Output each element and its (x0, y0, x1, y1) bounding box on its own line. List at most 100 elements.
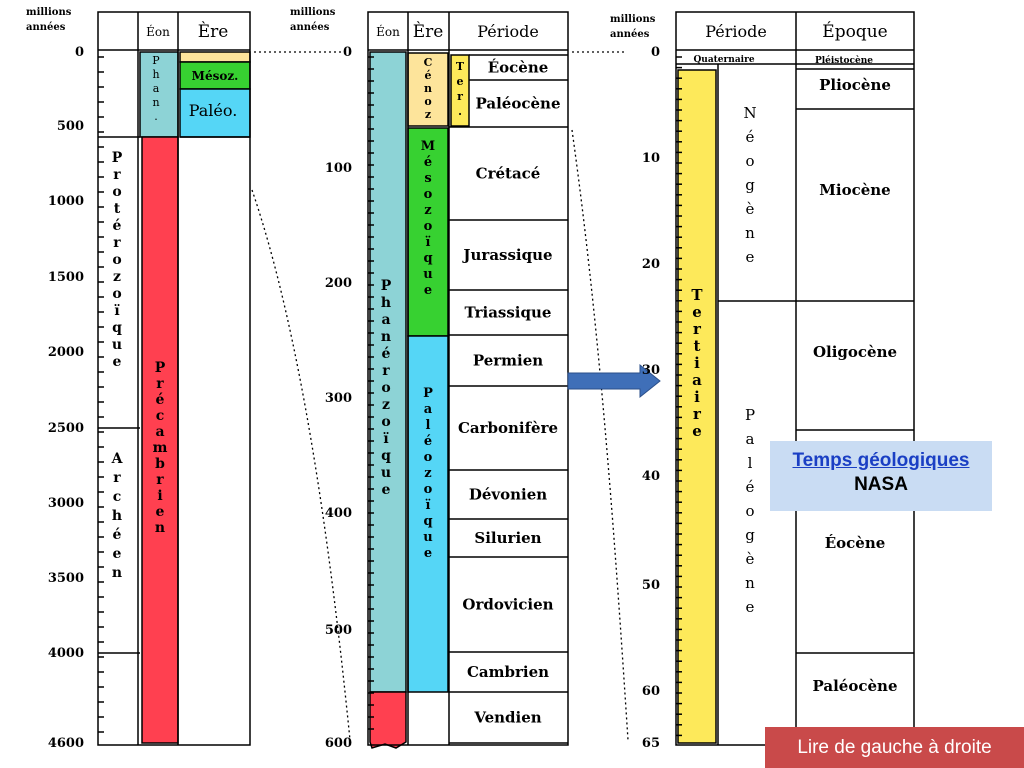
epoch-label: Miocène (819, 181, 890, 199)
dotted-connectors (251, 51, 629, 741)
vertical-letter: e (746, 598, 755, 616)
vertical-letter: n (112, 565, 122, 581)
tick-label: 30 (642, 363, 660, 378)
period-label: Silurien (474, 529, 541, 547)
vertical-letter: T (691, 286, 703, 304)
vertical-letter: n (381, 329, 391, 345)
tick-label: 300 (325, 391, 352, 406)
vertical-letter: r (693, 320, 702, 338)
period-label: Dévonien (469, 486, 547, 504)
era-paleozoique-block (407, 335, 449, 693)
panel-3-header-epoch: Époque (822, 21, 887, 42)
panel-2-minor-ticks (368, 56, 374, 730)
panel-2 (367, 11, 569, 749)
epoch-label: Éocène (825, 534, 886, 552)
axis-title-3a: millions (610, 14, 656, 25)
tick-label: 60 (642, 684, 660, 699)
eon-phanerozoique-block (369, 51, 407, 693)
tertiary-block (677, 69, 717, 744)
vertical-letter: a (381, 312, 390, 328)
vertical-letter: u (112, 337, 122, 353)
vertical-letter: h (152, 68, 159, 81)
tick-label: 600 (325, 736, 352, 751)
vertical-letter: e (457, 75, 464, 88)
vertical-letter: è (746, 200, 755, 218)
vertical-letter: é (746, 128, 755, 146)
vertical-letter: n (745, 574, 755, 592)
vertical-letter: a (692, 371, 702, 389)
vertical-letter: e (424, 546, 432, 561)
vertical-letter: r (693, 405, 702, 423)
period-boundaries (449, 54, 568, 744)
vertical-letter: o (745, 502, 754, 520)
vertical-letter: l (426, 418, 431, 433)
vertical-letter: o (112, 286, 121, 302)
panel-2-header-era: Ère (413, 21, 444, 42)
vertical-letter: u (381, 465, 391, 481)
panel-1 (97, 11, 251, 746)
period-label: Cambrien (467, 663, 549, 681)
tick-label: 10 (642, 151, 660, 166)
vertical-letter: C (424, 56, 433, 69)
vertical-letter: g (745, 526, 755, 544)
vertical-letter: g (745, 176, 755, 194)
credit-source: NASA (854, 474, 908, 495)
vertical-letter: n (155, 520, 165, 536)
tick-label: 3000 (48, 496, 84, 511)
vertical-letter: z (424, 203, 431, 218)
vertical-letter: l (748, 454, 753, 472)
vertical-letter: u (423, 267, 432, 282)
period-label: Permien (473, 352, 543, 370)
period-label: Jurassique (461, 246, 552, 264)
vertical-letter: n (424, 82, 432, 95)
panel-1-minor-ticks (98, 56, 104, 733)
vertical-letter: N (743, 104, 756, 122)
vertical-letter: e (382, 482, 391, 498)
vertical-letter: ï (114, 303, 120, 319)
precambrian-stub (369, 691, 407, 749)
vertical-letter: o (112, 184, 121, 200)
vertical-letter: o (424, 219, 433, 234)
epoch-labels: Pliocène Miocène Oligocène Éocène Paléocène (813, 76, 898, 695)
vertical-letter: z (425, 108, 431, 121)
era-ter-block (450, 54, 470, 127)
vertical-letter: é (424, 434, 432, 449)
tick-label: 3500 (48, 571, 84, 586)
vertical-letter: . (458, 105, 462, 118)
panel-1-header-eon: Éon (146, 24, 170, 39)
vertical-letter: o (381, 414, 390, 430)
period-label: Triassique (465, 304, 552, 322)
tick-label: 50 (642, 578, 660, 593)
tick-label: 65 (642, 736, 660, 751)
axis-title-2b: années (290, 22, 330, 33)
tick-label: 1000 (48, 194, 84, 209)
period-labels: Éocène Paléocène Crétacé Jurassique Triassiq… (458, 59, 561, 727)
tick-label: 2500 (48, 421, 84, 436)
vertical-letter: a (153, 82, 160, 95)
period-label: Paléocène (476, 95, 561, 113)
tick-label: 1500 (48, 270, 84, 285)
vertical-letter: M (421, 139, 435, 154)
vertical-letter: o (381, 380, 390, 396)
vertical-letter: i (694, 354, 700, 372)
vertical-letter: z (113, 269, 121, 285)
tick-label: 20 (642, 257, 660, 272)
vertical-letter: é (382, 346, 391, 362)
vertical-letter: a (746, 430, 755, 448)
epoch-label: Pliocène (819, 76, 891, 94)
vertical-letter: t (694, 337, 701, 355)
temps-geologiques-link[interactable]: Temps géologiques (792, 450, 970, 471)
axis-title-2a: millions (290, 7, 336, 18)
vertical-letter: P (381, 278, 392, 294)
vertical-letter: o (112, 252, 121, 268)
vertical-letter: z (424, 466, 431, 481)
tick-label: 200 (325, 276, 352, 291)
panel-2-tick-labels: 0 100 200 300 400 500 600 (325, 45, 352, 751)
vertical-letter: a (155, 424, 164, 440)
